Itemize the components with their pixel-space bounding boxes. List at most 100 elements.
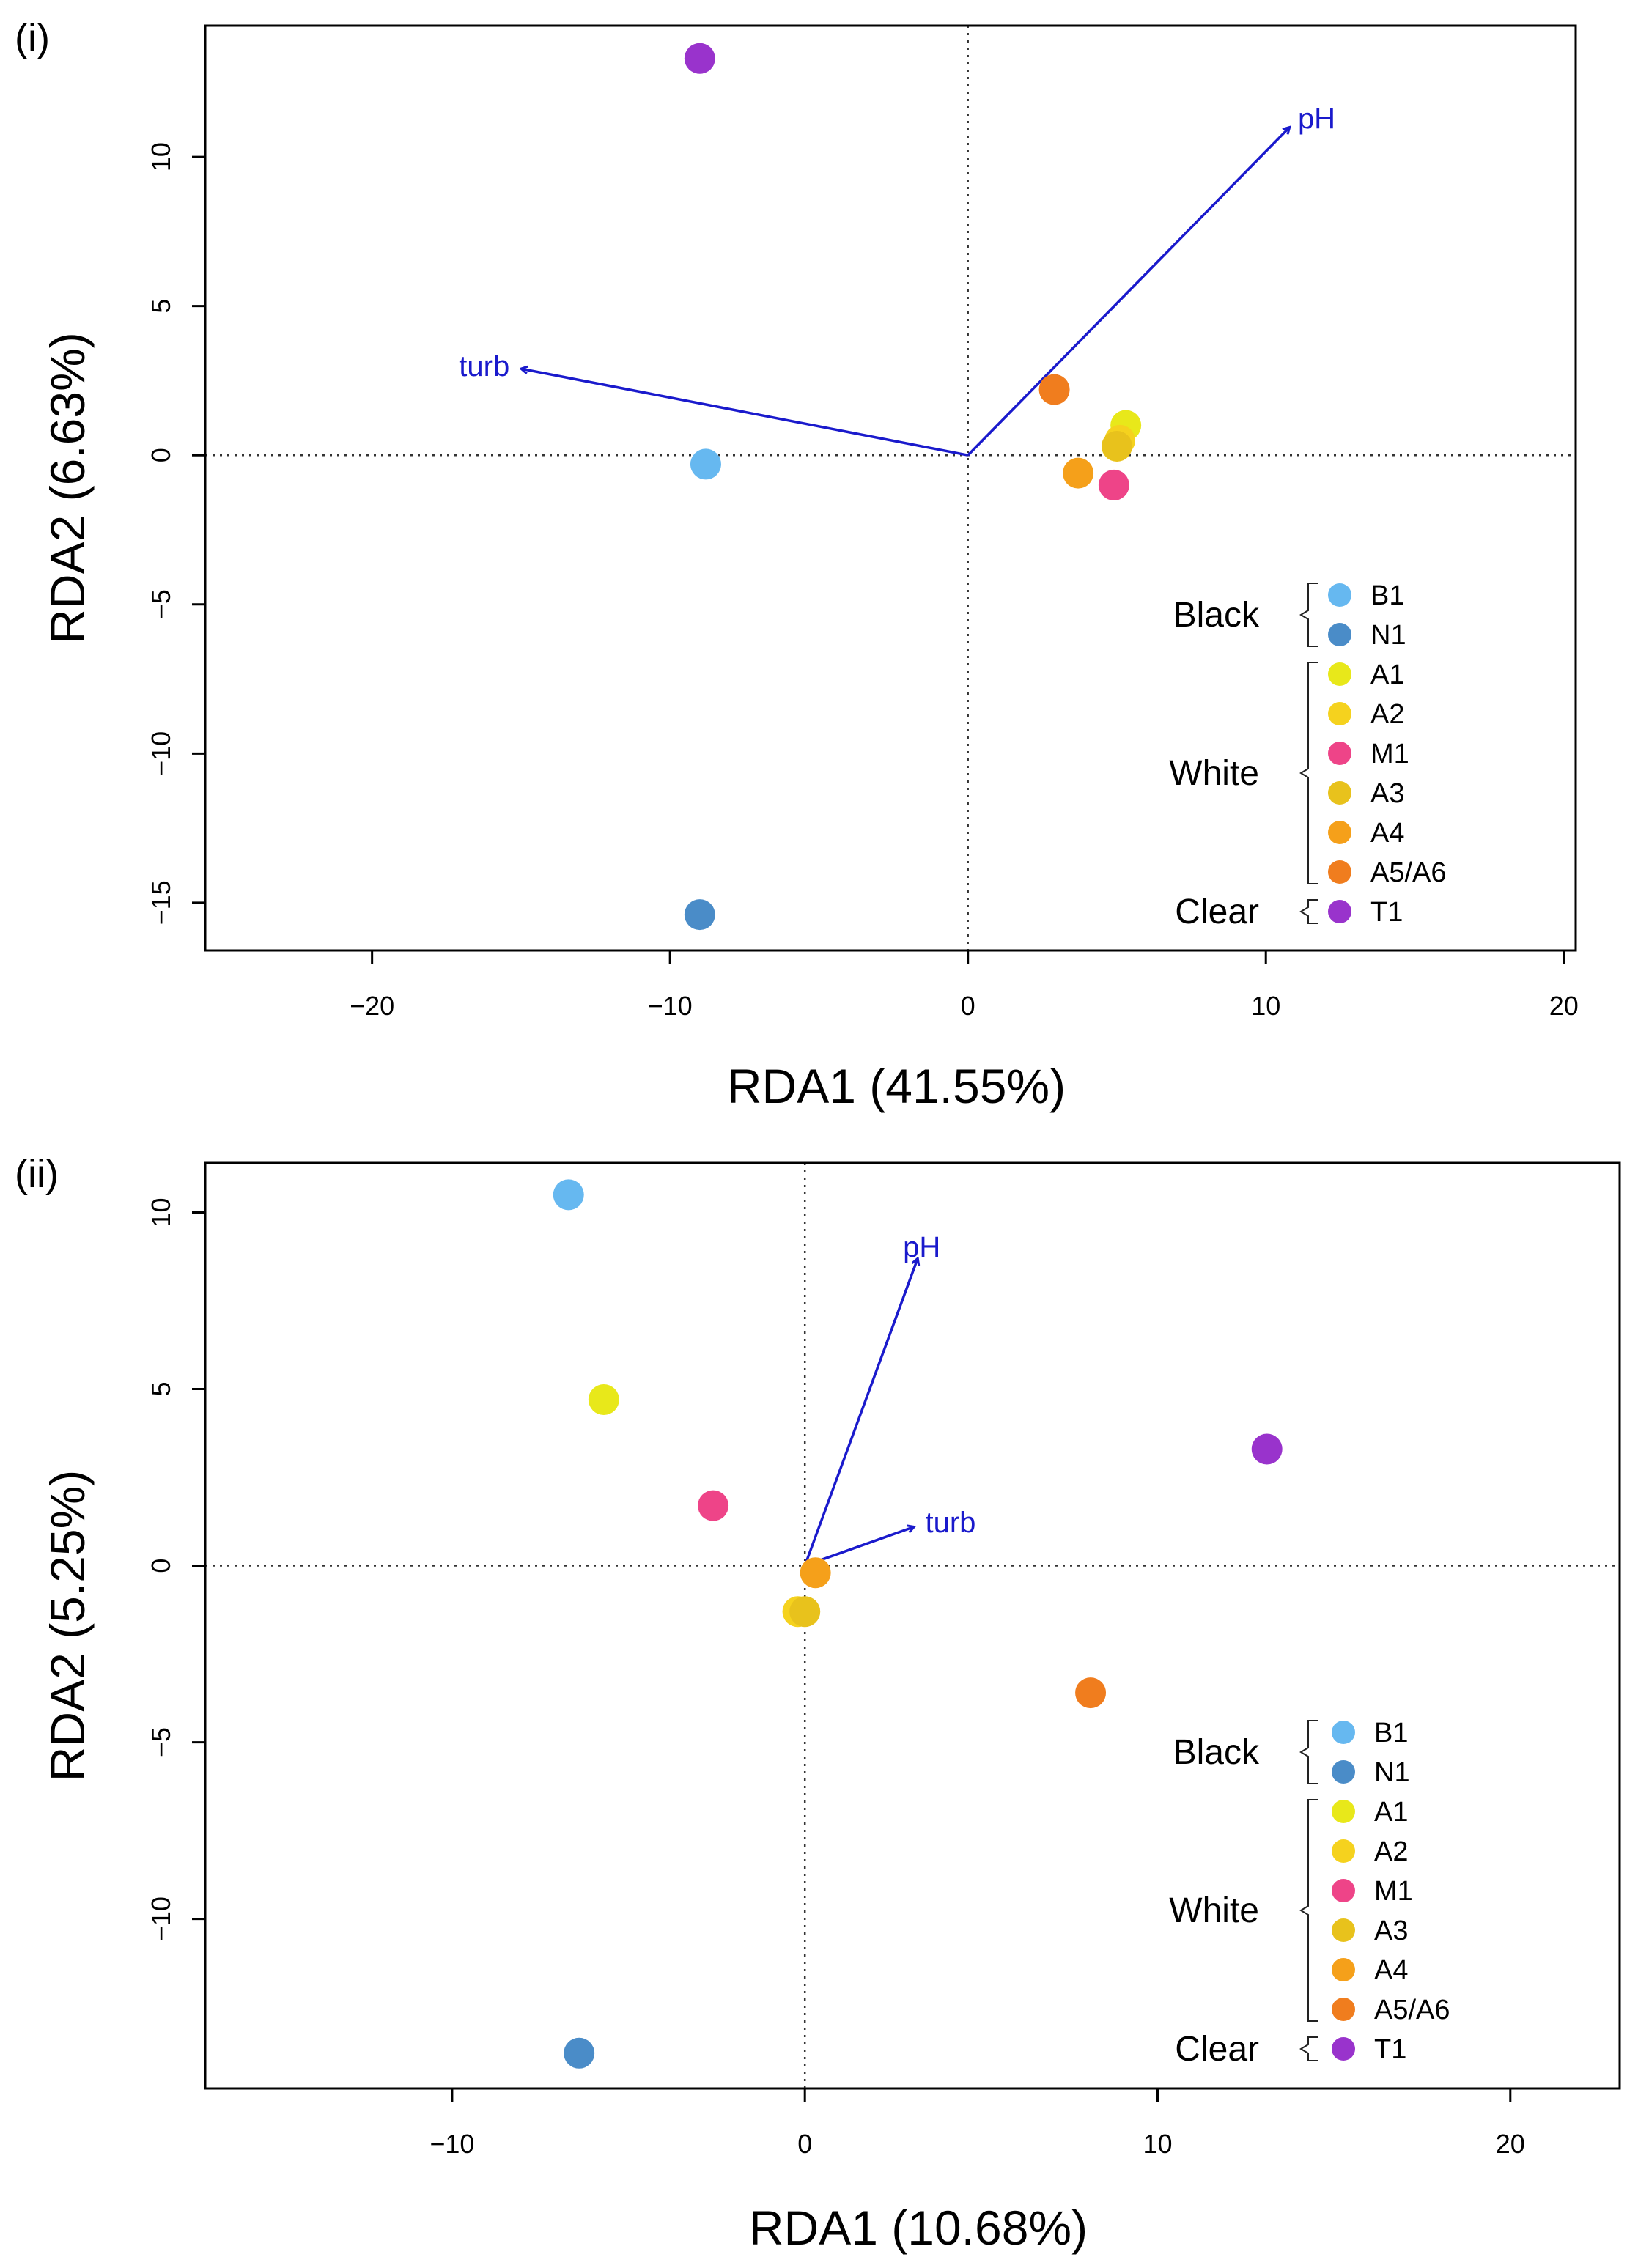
legend-marker	[1332, 1800, 1355, 1823]
legend-label: A4	[1370, 818, 1404, 849]
y-tick-label: −5	[146, 589, 176, 619]
legend-label: A2	[1370, 699, 1404, 730]
legend-marker	[1332, 1998, 1355, 2021]
point-a5-a6	[1075, 1677, 1107, 1709]
legend: Black B1 N1 White A1 A2 M1 A3 A4 A5/A6 Clear T1	[1169, 580, 1446, 931]
x-axis-title: RDA1 (10.68%)	[749, 2201, 1088, 2255]
plot-frame	[204, 1161, 1621, 2090]
legend-label: B1	[1370, 580, 1404, 611]
x-tick-label: 20	[1549, 991, 1579, 1021]
legend-bracket	[1299, 583, 1318, 647]
x-tick-label: −10	[648, 991, 693, 1021]
legend-marker	[1328, 623, 1351, 646]
legend-label: A3	[1374, 1916, 1408, 1946]
legend-label: N1	[1370, 620, 1406, 651]
legend-marker	[1328, 662, 1351, 686]
point-a1	[588, 1384, 619, 1415]
y-tick-label: 0	[146, 1559, 176, 1573]
arrow-label-turb: turb	[925, 1507, 975, 1539]
arrow-turb	[521, 369, 969, 457]
y-tick-label: −10	[146, 1896, 176, 1941]
legend-label: B1	[1374, 1718, 1408, 1748]
panel-label: (i)	[15, 16, 50, 60]
arrow-ph	[803, 1258, 918, 1567]
legend-group-white: White	[1169, 754, 1259, 793]
point-b1	[690, 448, 721, 480]
legend-marker	[1328, 781, 1351, 805]
rda-plot-panel-2: (ii) −10 0 10 20 −10 −5 0 5 10 RDA1 (10.68%) RDA2 (…	[15, 1152, 1621, 2255]
x-axis-title: RDA1 (41.55%)	[727, 1059, 1066, 1113]
point-a5-a6	[1038, 374, 1070, 405]
legend-label: T1	[1370, 897, 1403, 928]
legend-bracket	[1299, 1720, 1318, 1784]
legend-marker	[1332, 1958, 1355, 1981]
y-axis-title: RDA2 (5.25%)	[40, 1470, 95, 1782]
legend-marker	[1332, 1879, 1355, 1902]
legend-marker	[1328, 702, 1351, 725]
legend-label: A5/A6	[1370, 857, 1447, 888]
plot-frame	[204, 24, 1577, 952]
legend-group-clear: Clear	[1175, 893, 1259, 931]
arrow-label-ph: pH	[1298, 103, 1335, 135]
arrow-label-ph: pH	[903, 1231, 940, 1263]
rda-plot-panel-1: (i) −20 −10 0 10 20 −15 −10 −5 0 5 10 RDA1 (41.55%) R…	[15, 16, 1579, 1113]
y-tick-label: 5	[146, 299, 176, 314]
y-tick-label: 0	[146, 448, 176, 462]
point-b1	[553, 1179, 584, 1211]
point-t1	[684, 43, 715, 74]
legend-marker	[1328, 860, 1351, 884]
legend-label: N1	[1374, 1757, 1410, 1788]
arrow-label-turb: turb	[459, 350, 509, 383]
panel-label: (ii)	[15, 1152, 59, 1196]
x-tick-label: 20	[1496, 2129, 1525, 2159]
arrow-turb	[804, 1527, 914, 1567]
legend-marker	[1332, 2037, 1355, 2061]
legend-label: A4	[1374, 1955, 1408, 1986]
point-a4	[1063, 457, 1094, 489]
legend-group-white: White	[1169, 1891, 1259, 1930]
x-tick-label: 10	[1143, 2129, 1172, 2159]
x-tick-label: −20	[350, 991, 394, 1021]
legend-bracket	[1299, 2036, 1318, 2061]
y-tick-label: −15	[146, 880, 176, 925]
x-tick-label: −10	[429, 2129, 474, 2159]
legend-label: A1	[1374, 1797, 1408, 1828]
legend-marker	[1332, 1721, 1355, 1744]
legend-group-black: Black	[1173, 596, 1260, 635]
point-n1	[684, 899, 715, 931]
legend-marker	[1332, 1918, 1355, 1942]
x-tick-label: 0	[797, 2129, 812, 2159]
legend-marker	[1328, 742, 1351, 765]
y-tick-label: −10	[146, 731, 176, 776]
point-a3	[789, 1596, 821, 1628]
legend-marker	[1328, 583, 1351, 607]
legend-label: A3	[1370, 778, 1404, 809]
legend-bracket	[1299, 662, 1318, 884]
legend-marker	[1332, 1760, 1355, 1784]
legend-marker	[1328, 900, 1351, 923]
legend-label: M1	[1374, 1876, 1413, 1907]
legend-label: A2	[1374, 1836, 1408, 1867]
legend-label: M1	[1370, 739, 1409, 769]
y-tick-label: 5	[146, 1382, 176, 1397]
x-tick-label: 0	[961, 991, 975, 1021]
point-m1	[698, 1490, 729, 1521]
y-tick-label: −5	[146, 1727, 176, 1757]
legend-group-clear: Clear	[1175, 2030, 1259, 2069]
point-n1	[564, 2037, 595, 2069]
y-tick-label: 10	[146, 1197, 176, 1227]
arrow-ph	[967, 127, 1290, 457]
legend-label: A5/A6	[1374, 1995, 1450, 2025]
x-tick-label: 10	[1251, 991, 1280, 1021]
legend-group-black: Black	[1173, 1733, 1260, 1772]
legend: Black B1 N1 White A1 A2 M1 A3 A4 A5/A6 Clear T1	[1169, 1718, 1450, 2069]
y-tick-label: 10	[146, 142, 176, 171]
point-t1	[1251, 1433, 1283, 1465]
legend-label: T1	[1374, 2034, 1406, 2065]
legend-bracket	[1299, 1799, 1318, 2022]
legend-bracket	[1299, 899, 1318, 924]
legend-marker	[1332, 1839, 1355, 1863]
legend-label: A1	[1370, 660, 1404, 690]
y-axis-title: RDA2 (6.63%)	[40, 332, 95, 644]
point-a4	[800, 1557, 831, 1589]
